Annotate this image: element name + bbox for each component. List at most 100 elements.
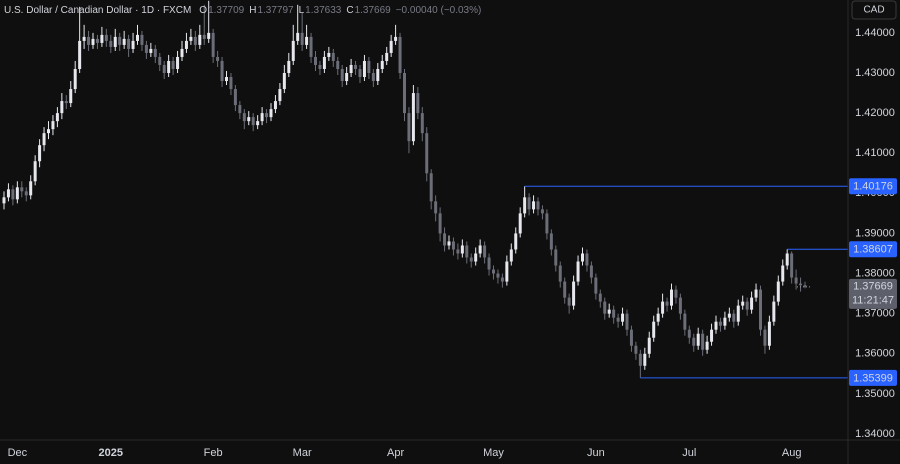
candle-body <box>345 72 349 82</box>
candle-body <box>696 333 700 346</box>
candle-body <box>73 68 77 90</box>
y-tick-label: 1.41000 <box>855 147 895 159</box>
candle-body <box>331 52 335 61</box>
header-part: O <box>199 5 207 16</box>
candle-body <box>425 133 429 174</box>
candle-body <box>51 121 55 130</box>
candle-body <box>603 301 607 314</box>
header-part: −0.00040 (−0.03%) <box>396 5 482 16</box>
currency-label[interactable]: CAD <box>863 5 884 16</box>
candle-body <box>674 289 678 298</box>
candle-body <box>505 261 509 282</box>
candle-body <box>371 72 375 82</box>
candle-body <box>407 113 411 142</box>
candle-body <box>144 44 148 53</box>
x-tick-label: Mar <box>293 447 312 459</box>
y-tick-label: 1.36000 <box>855 348 895 360</box>
candle-body <box>367 60 371 73</box>
candle-body <box>55 113 59 122</box>
candle-body <box>465 245 469 258</box>
candle-body <box>140 34 144 45</box>
candle-body <box>652 321 656 338</box>
candle-body <box>759 289 762 330</box>
candle-body <box>242 113 246 122</box>
plot-area <box>2 0 848 379</box>
level-label: 1.35399 <box>853 372 893 384</box>
candle-body <box>429 173 433 202</box>
candle-body <box>211 32 215 57</box>
candle-body <box>616 317 620 322</box>
level-tag <box>849 241 897 258</box>
candle-body <box>621 313 625 322</box>
candle-body <box>216 56 220 61</box>
candle-body <box>176 56 180 69</box>
candle-body <box>496 273 500 278</box>
candle-body <box>136 34 139 41</box>
candle-body <box>362 60 366 78</box>
candle-body <box>594 277 598 294</box>
candle-body <box>741 301 745 306</box>
x-tick-label: Jul <box>682 447 696 459</box>
candle-body <box>589 265 593 278</box>
candle-body <box>167 60 171 73</box>
candle-body <box>60 101 64 114</box>
candle-body <box>411 93 415 142</box>
y-tick-label: 1.37000 <box>855 308 895 320</box>
candle-body <box>189 36 193 41</box>
candle-body <box>131 40 135 49</box>
candle-body <box>389 40 393 53</box>
candle-body <box>251 117 255 126</box>
candle-body <box>558 265 562 282</box>
symbol-header: U.S. Dollar / Canadian Dollar · 1D · FXC… <box>4 5 481 16</box>
candle-body <box>585 253 589 266</box>
candle-body <box>318 64 322 69</box>
candle-body <box>447 241 451 246</box>
candle-body <box>260 113 264 122</box>
candle-body <box>158 56 162 65</box>
candle-body <box>745 301 749 310</box>
candle-body <box>349 64 353 73</box>
candle-body <box>638 353 642 366</box>
candle-body <box>736 305 740 322</box>
candle-body <box>229 77 233 90</box>
y-tick-label: 1.42000 <box>855 107 895 119</box>
candle-body <box>6 189 10 198</box>
candle-body <box>269 109 273 118</box>
candle-body <box>113 36 117 47</box>
candle-body <box>474 253 478 262</box>
y-tick-label: 1.39000 <box>855 227 895 239</box>
price-label: 1.37669 <box>853 281 893 293</box>
candle-body <box>683 313 687 330</box>
candle-body <box>162 64 166 73</box>
candle-body <box>47 129 50 134</box>
header-part: L <box>299 5 305 16</box>
candle-body <box>634 345 638 354</box>
header-part: 1.37709 <box>208 5 245 16</box>
candle-body <box>794 277 798 284</box>
candle-body <box>184 40 188 49</box>
candle-body <box>29 181 33 196</box>
candle-body <box>385 52 389 61</box>
candle-body <box>327 52 331 57</box>
candle-body <box>554 249 558 266</box>
candle-body <box>193 36 197 45</box>
y-tick-label: 1.43000 <box>855 67 895 79</box>
candle-body <box>354 64 358 69</box>
candle-body <box>687 329 691 338</box>
candle-body <box>296 32 300 41</box>
candle-body <box>265 113 269 118</box>
candle-body <box>732 313 736 322</box>
currency-button[interactable] <box>851 0 897 20</box>
candle-body <box>207 32 211 39</box>
candle-body <box>483 245 487 258</box>
candle-body <box>581 253 584 262</box>
candle-body <box>763 329 767 346</box>
candle-body <box>438 213 442 234</box>
candle-body <box>469 257 473 262</box>
candle-body <box>122 38 126 45</box>
candle-body <box>64 101 68 104</box>
candle-body <box>750 297 754 310</box>
candle-body <box>42 133 46 146</box>
